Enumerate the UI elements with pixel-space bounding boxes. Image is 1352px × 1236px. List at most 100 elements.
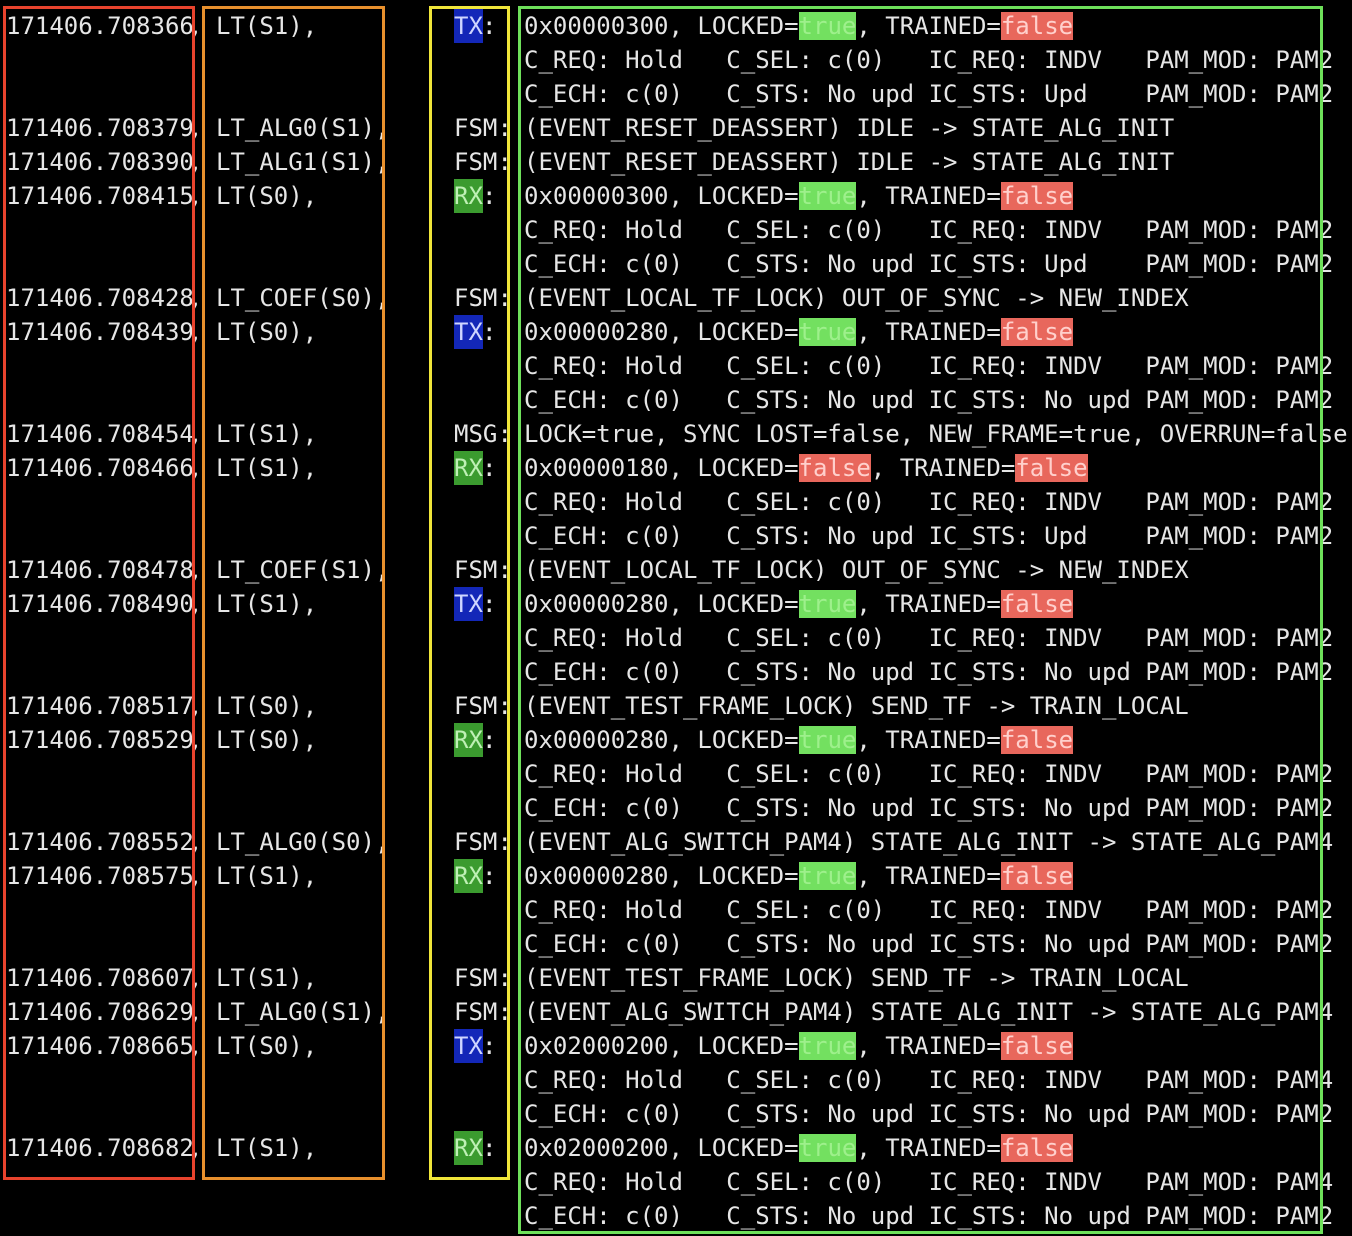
separator: , bbox=[188, 420, 203, 448]
direction-tag: RX bbox=[454, 859, 483, 893]
separator: , bbox=[188, 556, 203, 584]
event-text: (EVENT_TEST_FRAME_LOCK) SEND_TF -> TRAIN… bbox=[524, 964, 1189, 992]
separator: , bbox=[188, 590, 203, 618]
direction-tag: FSM bbox=[454, 556, 498, 584]
log-entry: 171406.708415, LT(S0), RX:0x00000300, LOCK… bbox=[0, 179, 1352, 213]
separator: : bbox=[482, 12, 497, 40]
frame-hex: 0x02000200 bbox=[524, 1134, 669, 1162]
log-message: 0x00000300, LOCKED=true, TRAINED=false bbox=[524, 182, 1074, 210]
log-entry: 171406.708682, LT(S1), RX:0x02000200, LOCK… bbox=[0, 1131, 1352, 1165]
direction-tag: RX bbox=[454, 1131, 483, 1165]
timestamp: 171406.708390 bbox=[6, 148, 194, 176]
module-name: LT_COEF(S1), bbox=[216, 556, 390, 584]
log-continuation-line: C_REQ: Hold C_SEL: c(0) IC_REQ: INDV PAM… bbox=[0, 893, 1352, 927]
separator: : bbox=[497, 420, 512, 448]
separator: , bbox=[188, 964, 203, 992]
trained-value: false bbox=[1000, 590, 1074, 618]
frame-hex: 0x00000280 bbox=[524, 318, 669, 346]
module-name: LT(S1), bbox=[216, 420, 318, 448]
module-name: LT(S1), bbox=[216, 454, 318, 482]
frame-hex: 0x00000300 bbox=[524, 12, 669, 40]
timestamp: 171406.708366 bbox=[6, 12, 194, 40]
separator: : bbox=[482, 1032, 497, 1060]
event-text: LOCK=true, SYNC LOST=false, NEW_FRAME=tr… bbox=[524, 420, 1348, 448]
module-name: LT_COEF(S0), bbox=[216, 284, 390, 312]
log-message: (EVENT_RESET_DEASSERT) IDLE -> STATE_ALG… bbox=[524, 145, 1174, 179]
event-text: (EVENT_ALG_SWITCH_PAM4) STATE_ALG_INIT -… bbox=[524, 998, 1334, 1026]
log-entry: 171406.708490, LT(S1), TX:0x00000280, LOCK… bbox=[0, 587, 1352, 621]
log-continuation-line: C_REQ: Hold C_SEL: c(0) IC_REQ: INDV PAM… bbox=[0, 621, 1352, 655]
direction-tag: FSM bbox=[454, 692, 498, 720]
log-entry: 171406.708454, LT(S1), MSG: LOCK=true, SYNC… bbox=[0, 417, 1352, 451]
timestamp: 171406.708607 bbox=[6, 964, 194, 992]
locked-value: false bbox=[798, 454, 871, 482]
log-continuation-line: C_REQ: Hold C_SEL: c(0) IC_REQ: INDV PAM… bbox=[0, 485, 1352, 519]
timestamp: 171406.708575 bbox=[6, 862, 194, 890]
log-entry: 171406.708607, LT(S1), FSM: (EVENT_TEST_FRA… bbox=[0, 961, 1352, 995]
frame-hex: 0x00000280 bbox=[524, 726, 669, 754]
log-continuation-line: C_REQ: Hold C_SEL: c(0) IC_REQ: INDV PAM… bbox=[0, 1165, 1352, 1199]
log-detail: C_REQ: Hold C_SEL: c(0) IC_REQ: INDV PAM… bbox=[524, 46, 1334, 74]
separator: , bbox=[188, 862, 203, 890]
log-detail: C_REQ: Hold C_SEL: c(0) IC_REQ: INDV PAM… bbox=[524, 488, 1334, 516]
trained-value: false bbox=[1000, 726, 1074, 754]
log-message: 0x00000280, LOCKED=true, TRAINED=false bbox=[524, 590, 1074, 618]
trained-value: false bbox=[1000, 182, 1074, 210]
locked-value: true bbox=[798, 318, 857, 346]
log-entry: 171406.708552, LT_ALG0(S0), FSM: (EVENT_ALG… bbox=[0, 825, 1352, 859]
direction-tag: TX bbox=[454, 587, 483, 621]
timestamp: 171406.708665 bbox=[6, 1032, 194, 1060]
module-name: LT(S1), bbox=[216, 590, 318, 618]
timestamp: 171406.708629 bbox=[6, 998, 194, 1026]
separator: : bbox=[482, 1134, 497, 1162]
separator: , bbox=[188, 998, 203, 1026]
direction-tag: MSG bbox=[454, 420, 498, 448]
module-name: LT(S0), bbox=[216, 726, 318, 754]
log-continuation-line: C_REQ: Hold C_SEL: c(0) IC_REQ: INDV PAM… bbox=[0, 1063, 1352, 1097]
trained-value: false bbox=[1000, 1032, 1074, 1060]
module-name: LT(S1), bbox=[216, 964, 318, 992]
locked-value: true bbox=[798, 726, 857, 754]
separator: , bbox=[188, 1134, 203, 1162]
locked-value: true bbox=[798, 182, 857, 210]
locked-value: true bbox=[798, 12, 857, 40]
log-detail: C_ECH: c(0) C_STS: No upd IC_STS: Upd PA… bbox=[524, 522, 1334, 550]
separator: : bbox=[482, 726, 497, 754]
direction-tag: TX bbox=[454, 315, 483, 349]
log-detail: C_ECH: c(0) C_STS: No upd IC_STS: No upd… bbox=[524, 1202, 1334, 1230]
log-detail: C_ECH: c(0) C_STS: No upd IC_STS: No upd… bbox=[524, 930, 1334, 958]
module-name: LT(S0), bbox=[216, 182, 318, 210]
event-text: (EVENT_TEST_FRAME_LOCK) SEND_TF -> TRAIN… bbox=[524, 692, 1189, 720]
log-detail: C_ECH: c(0) C_STS: No upd IC_STS: No upd… bbox=[524, 1100, 1334, 1128]
log-continuation-line: C_REQ: Hold C_SEL: c(0) IC_REQ: INDV PAM… bbox=[0, 213, 1352, 247]
log-entry: 171406.708517, LT(S0), FSM: (EVENT_TEST_FRA… bbox=[0, 689, 1352, 723]
timestamp: 171406.708529 bbox=[6, 726, 194, 754]
log-entry: 171406.708629, LT_ALG0(S1), FSM: (EVENT_ALG… bbox=[0, 995, 1352, 1029]
log-detail: C_REQ: Hold C_SEL: c(0) IC_REQ: INDV PAM… bbox=[524, 216, 1334, 244]
separator: : bbox=[497, 998, 512, 1026]
timestamp: 171406.708428 bbox=[6, 284, 194, 312]
log-continuation-line: C_ECH: c(0) C_STS: No upd IC_STS: Upd PA… bbox=[0, 247, 1352, 281]
module-name: LT(S0), bbox=[216, 1032, 318, 1060]
log-message: (EVENT_LOCAL_TF_LOCK) OUT_OF_SYNC -> NEW… bbox=[524, 281, 1189, 315]
log-detail: C_ECH: c(0) C_STS: No upd IC_STS: Upd PA… bbox=[524, 250, 1334, 278]
separator: : bbox=[497, 556, 512, 584]
timestamp: 171406.708490 bbox=[6, 590, 194, 618]
module-name: LT_ALG0(S1), bbox=[216, 114, 390, 142]
timestamp: 171406.708379 bbox=[6, 114, 194, 142]
separator: : bbox=[497, 284, 512, 312]
separator: , bbox=[188, 114, 203, 142]
log-message: (EVENT_ALG_SWITCH_PAM4) STATE_ALG_INIT -… bbox=[524, 995, 1333, 1029]
log-entry: 171406.708478, LT_COEF(S1), FSM: (EVENT_LOC… bbox=[0, 553, 1352, 587]
log-entry: 171406.708575, LT(S1), RX:0x00000280, LOCK… bbox=[0, 859, 1352, 893]
log-detail: C_ECH: c(0) C_STS: No upd IC_STS: No upd… bbox=[524, 794, 1334, 822]
log-message: 0x00000280, LOCKED=true, TRAINED=false bbox=[524, 726, 1074, 754]
frame-hex: 0x00000280 bbox=[524, 862, 669, 890]
log-message: (EVENT_TEST_FRAME_LOCK) SEND_TF -> TRAIN… bbox=[524, 689, 1189, 723]
locked-value: true bbox=[798, 1134, 857, 1162]
event-text: (EVENT_ALG_SWITCH_PAM4) STATE_ALG_INIT -… bbox=[524, 828, 1334, 856]
log-entry: 171406.708428, LT_COEF(S0), FSM: (EVENT_LOC… bbox=[0, 281, 1352, 315]
separator: , bbox=[188, 182, 203, 210]
direction-tag: FSM bbox=[454, 828, 498, 856]
module-name: LT_ALG1(S1), bbox=[216, 148, 390, 176]
